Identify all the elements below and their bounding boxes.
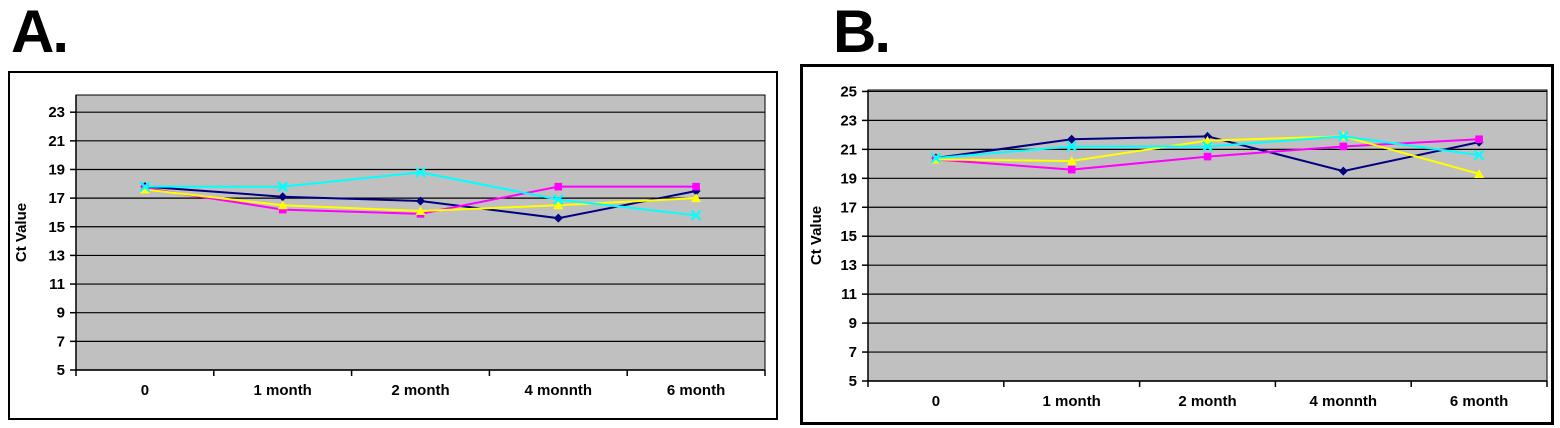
marker-diamond	[416, 196, 425, 206]
marker-x	[930, 152, 941, 164]
y-tick-label: 7	[57, 333, 65, 350]
marker-triangle	[1474, 169, 1485, 178]
x-category-label: 0	[141, 382, 149, 399]
marker-x	[553, 194, 564, 205]
y-tick-label: 7	[849, 344, 857, 361]
y-tick-label: 21	[48, 133, 65, 150]
y-tick-label: 17	[48, 190, 65, 207]
marker-diamond	[1067, 134, 1077, 144]
marker-x	[139, 181, 150, 192]
x-category-label: 4 monnth	[525, 382, 593, 399]
x-category-label: 6 month	[1450, 393, 1508, 410]
y-tick-label: 23	[48, 104, 65, 121]
marker-triangle	[139, 184, 150, 194]
y-tick-label: 23	[840, 112, 857, 129]
marker-square	[1339, 142, 1348, 151]
marker-triangle	[415, 206, 426, 216]
x-category-label: 0	[932, 393, 940, 410]
marker-diamond	[278, 192, 288, 202]
marker-x	[691, 210, 702, 221]
x-category-label: 2 month	[391, 382, 449, 399]
marker-square	[554, 182, 563, 191]
chart-frame-b: 5 7 9 11 13 15 17 19 21 23 25 0 1 month 2 month 4 monn…	[800, 64, 1554, 425]
y-tick-label: 15	[840, 228, 857, 245]
marker-square	[692, 182, 700, 191]
marker-square	[1067, 165, 1076, 174]
marker-x	[1338, 131, 1349, 142]
y-tick-label: 15	[48, 219, 65, 236]
marker-x	[277, 181, 288, 192]
marker-diamond	[553, 213, 563, 223]
y-tick-label: 9	[849, 315, 857, 332]
marker-x	[1474, 150, 1485, 161]
y-tick-label: 5	[849, 373, 857, 390]
y-tick-label: 5	[57, 362, 65, 379]
y-axis-title: Ct Value	[13, 203, 30, 262]
marker-triangle	[691, 193, 702, 203]
marker-square	[1475, 135, 1483, 144]
x-category-label: 6 month	[667, 382, 725, 399]
marker-square	[1203, 152, 1212, 161]
x-category-label: 1 month	[254, 382, 312, 399]
x-category-label: 1 month	[1043, 393, 1101, 410]
y-tick-label: 13	[48, 247, 65, 264]
marker-triangle	[277, 200, 288, 210]
y-tick-label: 25	[840, 83, 857, 100]
marker-diamond	[691, 186, 701, 196]
y-axis-title: Ct Value	[808, 206, 825, 265]
marker-triangle	[1066, 156, 1077, 165]
marker-diamond	[1338, 166, 1348, 176]
marker-triangle	[553, 200, 564, 210]
marker-x	[415, 167, 426, 178]
x-category-label: 2 month	[1178, 393, 1236, 410]
marker-x	[1202, 141, 1213, 152]
y-tick-label: 19	[48, 161, 65, 178]
chart-frame-a: 5 7 9 11 13 15 17 19 21 23 0 1 month 2 month 4 monnth…	[8, 71, 778, 420]
y-tick-label: 11	[841, 286, 857, 303]
line-chart-b: 5 7 9 11 13 15 17 19 21 23 25 0 1 month 2 month 4 monn…	[808, 83, 1548, 410]
marker-square	[278, 205, 287, 214]
x-category-label: 4 monnth	[1310, 393, 1378, 410]
marker-x	[1066, 141, 1077, 152]
line-chart-a: 5 7 9 11 13 15 17 19 21 23 0 1 month 2 month 4 monnth…	[13, 94, 766, 399]
panel-label-a: A.	[11, 0, 69, 65]
y-tick-label: 11	[49, 276, 65, 293]
y-tick-label: 17	[840, 199, 857, 216]
y-tick-label: 9	[57, 305, 65, 322]
panel-label-b: B.	[833, 0, 891, 65]
y-tick-label: 21	[840, 141, 857, 158]
y-tick-label: 13	[840, 257, 857, 274]
plot-area	[75, 94, 766, 371]
y-tick-label: 19	[840, 170, 857, 187]
